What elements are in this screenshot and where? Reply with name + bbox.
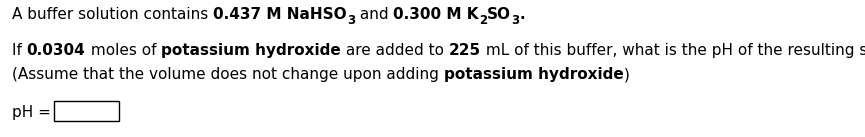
Text: 3: 3 (511, 14, 519, 27)
Text: .: . (519, 7, 525, 22)
Text: mL of this buffer, what is the pH of the resulting solution ?: mL of this buffer, what is the pH of the… (481, 43, 865, 58)
Text: 2: 2 (479, 14, 487, 27)
Text: pH =: pH = (12, 105, 51, 120)
Text: moles of: moles of (86, 43, 161, 58)
Text: potassium hydroxide: potassium hydroxide (444, 67, 624, 82)
Text: 0.0304: 0.0304 (27, 43, 86, 58)
Text: 0.300 M K: 0.300 M K (394, 7, 479, 22)
Text: (Assume that the volume does not change upon adding: (Assume that the volume does not change … (12, 67, 444, 82)
Text: 3: 3 (347, 14, 355, 27)
Text: ): ) (624, 67, 630, 82)
FancyBboxPatch shape (54, 101, 119, 121)
Text: 0.437 M NaHSO: 0.437 M NaHSO (213, 7, 347, 22)
Text: and: and (355, 7, 394, 22)
Text: If: If (12, 43, 27, 58)
Text: SO: SO (487, 7, 511, 22)
Text: A buffer solution contains: A buffer solution contains (12, 7, 213, 22)
Text: 225: 225 (448, 43, 481, 58)
Text: potassium hydroxide: potassium hydroxide (161, 43, 341, 58)
Text: are added to: are added to (341, 43, 448, 58)
